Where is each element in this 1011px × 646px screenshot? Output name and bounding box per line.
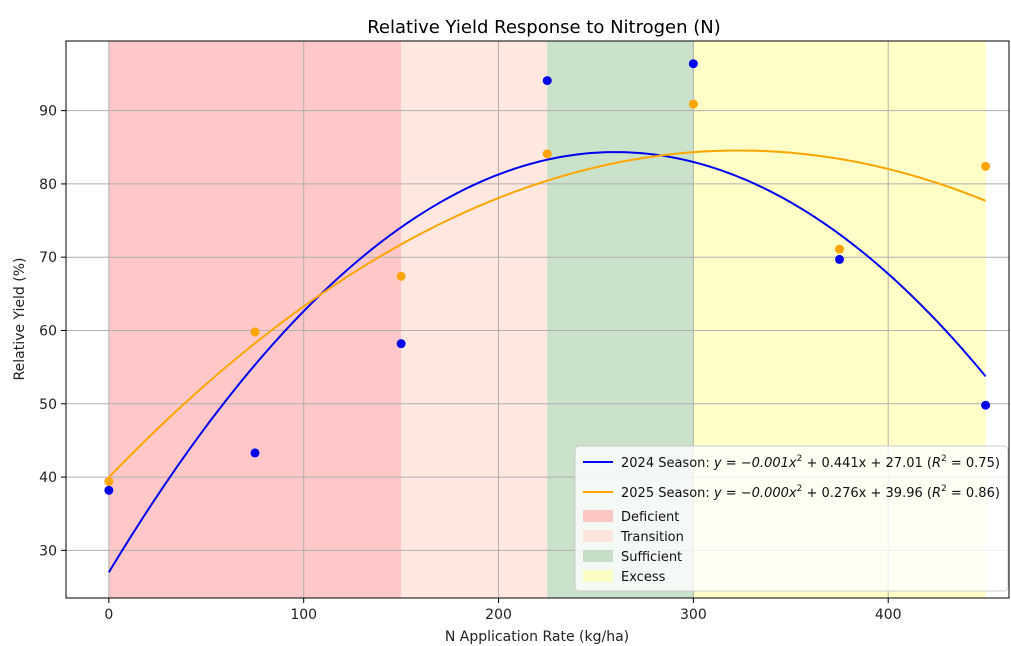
legend-swatch-sufficient (583, 550, 613, 562)
x-tick-label: 200 (485, 607, 512, 623)
data-point-series-1 (688, 59, 698, 69)
y-tick-label: 30 (39, 543, 57, 559)
x-tick-label: 300 (680, 607, 707, 623)
grid-lines (66, 41, 1009, 598)
data-point-series-2 (542, 149, 552, 159)
legend-label-transition: Transition (620, 530, 684, 545)
x-tick-label: 100 (290, 607, 317, 623)
y-tick-label: 60 (39, 323, 57, 339)
y-tick-label: 70 (39, 250, 57, 266)
fit-curve-1 (108, 151, 987, 573)
y-tick-label: 40 (39, 470, 57, 486)
zone-transition (401, 41, 548, 598)
legend-box (574, 445, 1009, 592)
zone-deficient (108, 41, 402, 598)
y-axis-ticks: 30 40 50 60 70 80 90 (39, 104, 66, 559)
data-point-series-1 (104, 485, 114, 495)
legend-swatch-excess (583, 570, 613, 582)
legend-label-1: 2024 Season: y = −0.001x2 + 0.441x + 27.… (621, 454, 1000, 471)
x-axis-label: N Application Rate (kg/ha) (445, 629, 629, 645)
x-tick-label: 400 (875, 607, 902, 623)
legend-label-deficient: Deficient (621, 510, 679, 525)
data-point-series-1 (250, 448, 260, 458)
data-point-series-1 (834, 254, 844, 264)
legend-swatch-transition (583, 530, 613, 542)
x-axis-ticks: 0 100 200 300 400 (104, 598, 902, 623)
data-point-series-2 (981, 161, 991, 171)
legend-label-sufficient: Sufficient (621, 550, 682, 565)
data-points (104, 59, 991, 495)
plot-frame (65, 40, 1010, 599)
chart-title: Relative Yield Response to Nitrogen (N) (367, 17, 721, 38)
data-point-series-2 (688, 99, 698, 109)
y-tick-label: 90 (39, 104, 57, 120)
legend-label-2: 2025 Season: y = −0.000x2 + 0.276x + 39.… (621, 484, 1000, 501)
data-point-series-2 (104, 476, 114, 486)
legend: 2024 Season: y = −0.001x2 + 0.441x + 27.… (574, 445, 1009, 592)
data-point-series-2 (834, 244, 844, 254)
y-axis-label: Relative Yield (%) (12, 258, 28, 381)
data-point-series-1 (396, 339, 406, 349)
legend-label-excess: Excess (621, 570, 666, 585)
data-point-series-1 (981, 400, 991, 410)
data-point-series-2 (396, 271, 406, 281)
data-point-series-2 (250, 327, 260, 337)
data-point-series-1 (542, 76, 552, 86)
y-tick-label: 50 (39, 397, 57, 413)
fit-curves (108, 149, 987, 573)
x-tick-label: 0 (104, 607, 113, 623)
y-tick-label: 80 (39, 177, 57, 193)
fit-curve-2 (108, 149, 986, 479)
legend-swatch-deficient (583, 510, 613, 522)
